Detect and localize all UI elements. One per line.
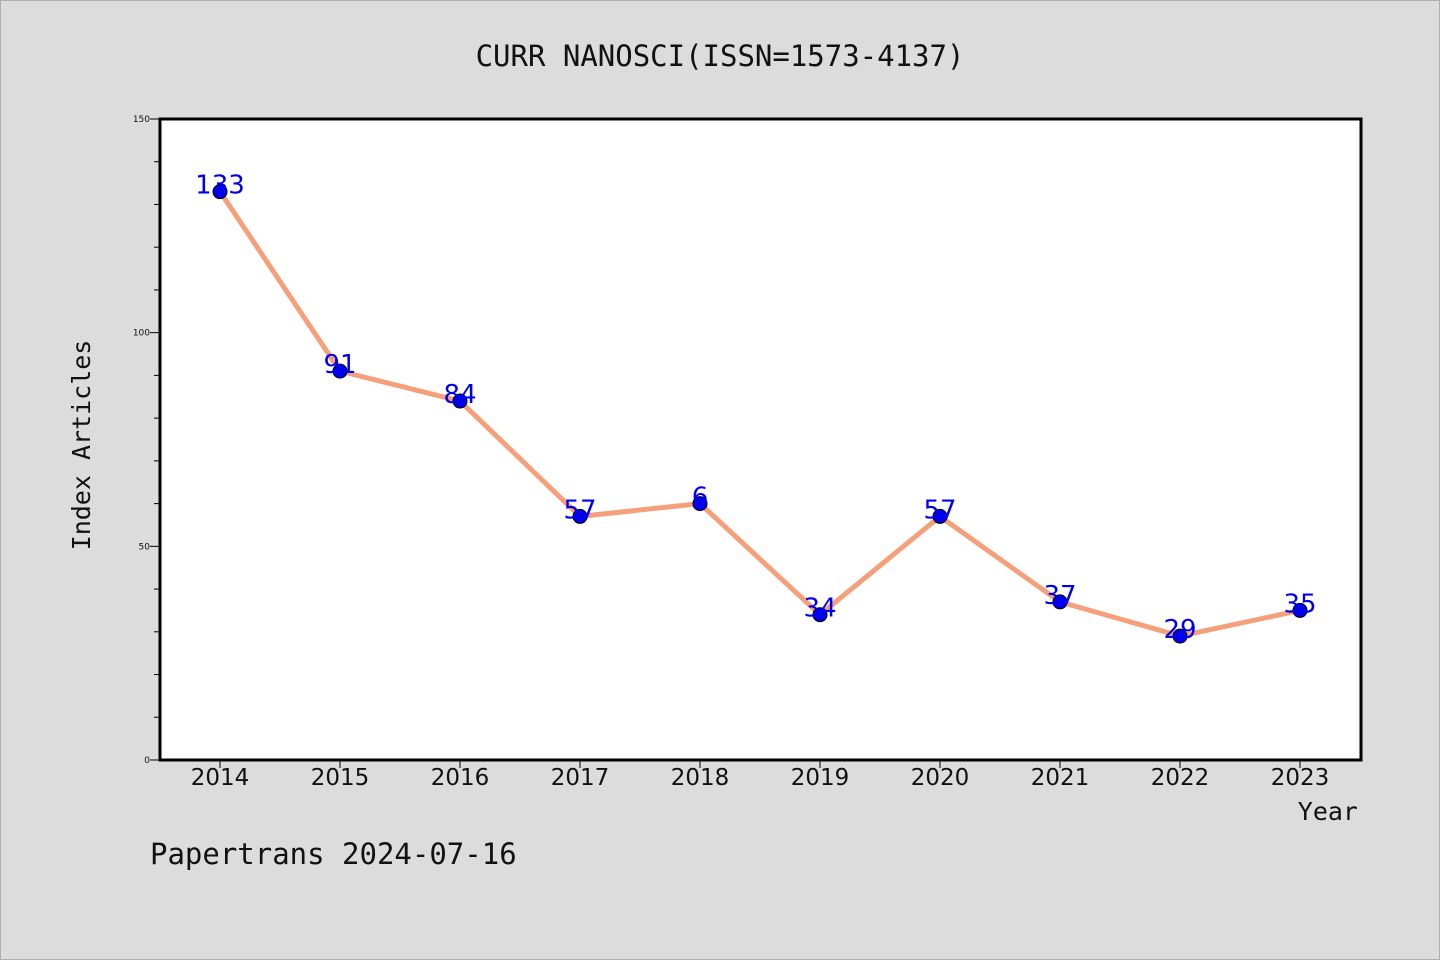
x-tick-label: 2021 — [1031, 765, 1090, 791]
plot-area — [158, 117, 1363, 762]
data-point — [932, 508, 948, 524]
x-axis-ticks: 2014 2015 2016 2017 2018 2019 2020 2021 2022 2023 — [191, 760, 1330, 791]
data-label: 133 — [195, 171, 245, 201]
x-tick-label: 2017 — [551, 765, 610, 791]
chart-title: CURR NANOSCI(ISSN=1573-4137) — [476, 39, 965, 73]
data-label: 35 — [1283, 589, 1316, 619]
data-point — [1052, 594, 1068, 610]
data-point — [452, 393, 468, 409]
y-tick-label: 150 — [133, 115, 150, 125]
x-tick-label: 2018 — [671, 765, 730, 791]
x-axis-label: Year — [1298, 797, 1358, 826]
x-tick-label: 2015 — [311, 765, 370, 791]
data-point — [212, 184, 228, 200]
x-tick-label: 2014 — [191, 765, 250, 791]
x-tick-label: 2016 — [431, 765, 490, 791]
data-label: 37 — [1043, 581, 1076, 611]
y-tick-label: 0 — [144, 756, 150, 766]
x-tick-label: 2019 — [791, 765, 850, 791]
data-point — [812, 607, 828, 623]
data-label: 6 — [692, 483, 709, 513]
y-tick-label: 100 — [133, 329, 150, 339]
data-label: 34 — [803, 594, 836, 624]
x-tick-label: 2022 — [1151, 765, 1210, 791]
y-axis-ticks: 0 50 100 150 — [133, 115, 160, 766]
data-point — [572, 508, 588, 524]
series-line — [217, 190, 1301, 639]
data-label: 84 — [443, 380, 476, 410]
x-tick-label: 2020 — [911, 765, 970, 791]
footer-credit: Papertrans 2024-07-16 — [150, 837, 517, 871]
y-axis-label: Index Articles — [67, 340, 96, 551]
y-tick-label: 50 — [139, 542, 151, 552]
data-label: 91 — [323, 350, 356, 380]
data-point — [332, 363, 348, 379]
data-label: 57 — [923, 495, 956, 525]
x-tick-label: 2023 — [1271, 765, 1330, 791]
data-point — [1292, 602, 1308, 618]
series-index-articles: 133 91 84 57 6 34 57 37 29 35 — [195, 171, 1316, 645]
data-label: 29 — [1163, 615, 1196, 645]
data-label: 57 — [563, 495, 596, 525]
data-point — [1172, 628, 1188, 644]
data-point — [692, 496, 708, 512]
